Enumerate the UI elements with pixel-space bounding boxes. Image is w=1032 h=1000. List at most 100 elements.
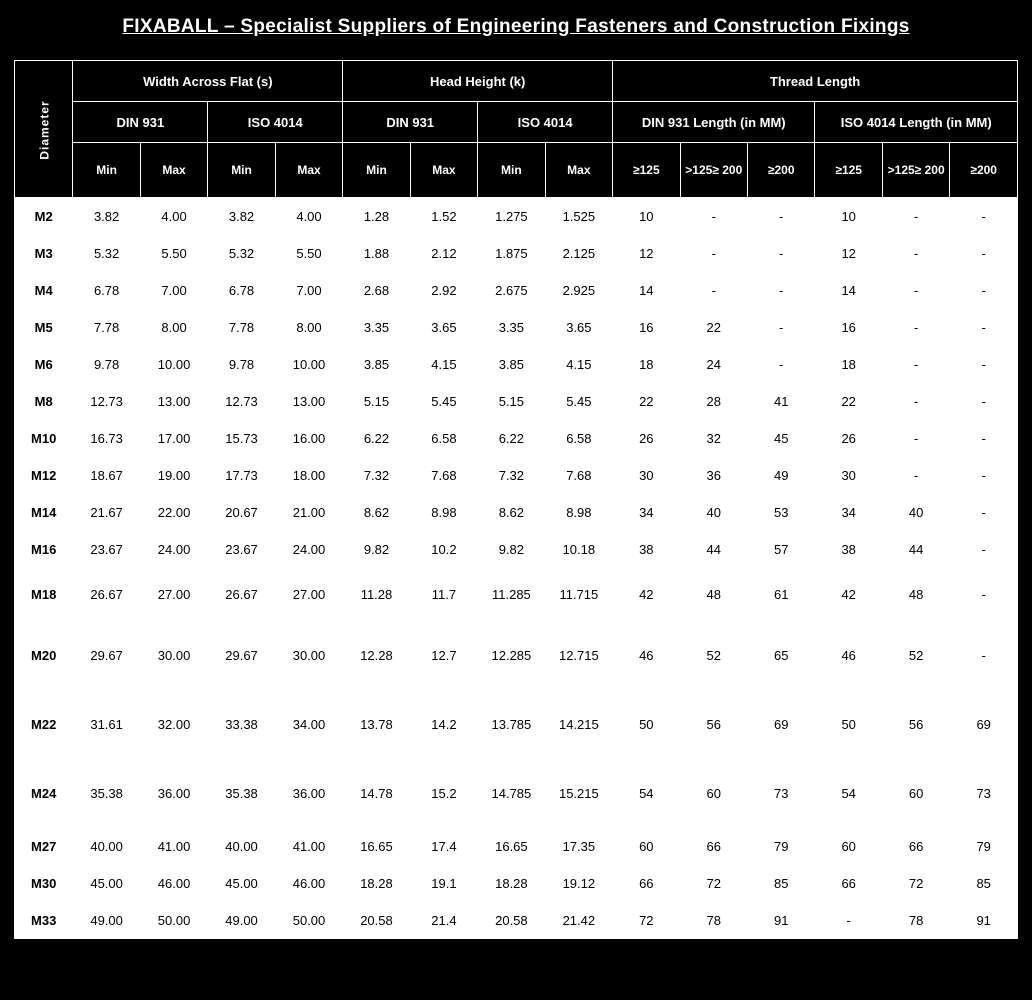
cell-value: 3.65 [410, 309, 477, 346]
hdr-thread-length: Thread Length [613, 61, 1018, 102]
cell-value: 11.7 [410, 568, 477, 621]
table-row: M3045.0046.0045.0046.0018.2819.118.2819.… [15, 865, 1018, 902]
hdr-iso4014-hh: ISO 4014 [478, 102, 613, 143]
cell-value: 10.2 [410, 531, 477, 568]
cell-value: 22 [613, 383, 680, 420]
cell-value: 32.00 [140, 690, 207, 759]
cell-value: 13.785 [478, 690, 545, 759]
cell-value: 38 [613, 531, 680, 568]
cell-value: 34.00 [275, 690, 343, 759]
cell-value: 13.00 [140, 383, 207, 420]
cell-diameter: M18 [15, 568, 73, 621]
cell-value: 18.28 [343, 865, 410, 902]
hdr-din931-hh: DIN 931 [343, 102, 478, 143]
cell-value: 42 [613, 568, 680, 621]
cell-value: 6.58 [410, 420, 477, 457]
cell-value: 21.67 [73, 494, 140, 531]
cell-value: 8.98 [545, 494, 612, 531]
cell-value: 66 [680, 828, 747, 865]
cell-value: 30.00 [275, 621, 343, 690]
cell-value: 4.15 [545, 346, 612, 383]
table-row: M1623.6724.0023.6724.009.8210.29.8210.18… [15, 531, 1018, 568]
cell-value: 2.675 [478, 272, 545, 309]
hdr-min: Min [478, 143, 545, 198]
hdr-din931-len: DIN 931 Length (in MM) [613, 102, 815, 143]
cell-value: 12.7 [410, 621, 477, 690]
hdr-ge200: ≥200 [950, 143, 1018, 198]
table-row: M35.325.505.325.501.882.121.8752.12512--… [15, 235, 1018, 272]
cell-value: 36.00 [140, 759, 207, 828]
cell-value: 10.18 [545, 531, 612, 568]
hdr-max: Max [410, 143, 477, 198]
cell-value: 56 [680, 690, 747, 759]
cell-value: 1.525 [545, 198, 612, 235]
cell-value: 17.4 [410, 828, 477, 865]
hdr-width-across-flat: Width Across Flat (s) [73, 61, 343, 102]
cell-value: 40 [680, 494, 747, 531]
cell-value: 41 [748, 383, 815, 420]
cell-value: 78 [680, 902, 747, 939]
hdr-min: Min [343, 143, 410, 198]
table-row: M57.788.007.788.003.353.653.353.651622-1… [15, 309, 1018, 346]
cell-value: 5.50 [140, 235, 207, 272]
cell-value: 33.38 [208, 690, 275, 759]
cell-value: 16.65 [478, 828, 545, 865]
table-row: M1016.7317.0015.7316.006.226.586.226.582… [15, 420, 1018, 457]
cell-value: 73 [748, 759, 815, 828]
cell-diameter: M24 [15, 759, 73, 828]
cell-value: 16.00 [275, 420, 343, 457]
cell-value: - [748, 198, 815, 235]
cell-value: 49.00 [208, 902, 275, 939]
cell-value: 7.68 [410, 457, 477, 494]
cell-value: 10 [815, 198, 882, 235]
cell-value: 72 [680, 865, 747, 902]
cell-value: 41.00 [275, 828, 343, 865]
cell-value: 32 [680, 420, 747, 457]
cell-value: 24.00 [140, 531, 207, 568]
cell-value: 14 [815, 272, 882, 309]
cell-value: - [950, 346, 1018, 383]
table-row: M2435.3836.0035.3836.0014.7815.214.78515… [15, 759, 1018, 828]
cell-value: 18.00 [275, 457, 343, 494]
cell-value: 56 [882, 690, 949, 759]
cell-value: 91 [950, 902, 1018, 939]
cell-value: 73 [950, 759, 1018, 828]
cell-value: 6.78 [208, 272, 275, 309]
cell-value: 6.78 [73, 272, 140, 309]
cell-value: 22 [680, 309, 747, 346]
cell-value: 24 [680, 346, 747, 383]
cell-value: 19.00 [140, 457, 207, 494]
cell-value: 60 [882, 759, 949, 828]
cell-value: 2.12 [410, 235, 477, 272]
cell-value: 78 [882, 902, 949, 939]
cell-value: 66 [882, 828, 949, 865]
cell-value: 35.38 [208, 759, 275, 828]
table-row: M2740.0041.0040.0041.0016.6517.416.6517.… [15, 828, 1018, 865]
cell-value: - [882, 457, 949, 494]
cell-value: 30.00 [140, 621, 207, 690]
cell-value: 2.125 [545, 235, 612, 272]
cell-value: 12.73 [73, 383, 140, 420]
hdr-gt125le200: >125≥ 200 [680, 143, 747, 198]
cell-value: - [882, 346, 949, 383]
cell-value: 38 [815, 531, 882, 568]
table-body: M23.824.003.824.001.281.521.2751.52510--… [15, 198, 1018, 939]
cell-value: - [815, 902, 882, 939]
cell-value: 36.00 [275, 759, 343, 828]
cell-value: 14.78 [343, 759, 410, 828]
cell-value: 1.88 [343, 235, 410, 272]
cell-value: 8.62 [478, 494, 545, 531]
page-container: FIXABALL – Specialist Suppliers of Engin… [0, 0, 1032, 959]
cell-value: 1.28 [343, 198, 410, 235]
cell-value: 72 [613, 902, 680, 939]
cell-value: 60 [815, 828, 882, 865]
cell-value: 5.45 [545, 383, 612, 420]
cell-value: 3.85 [343, 346, 410, 383]
cell-value: 26.67 [208, 568, 275, 621]
page-title: FIXABALL – Specialist Suppliers of Engin… [14, 16, 1018, 38]
cell-value: 57 [748, 531, 815, 568]
cell-value: 45.00 [208, 865, 275, 902]
cell-value: 28 [680, 383, 747, 420]
hdr-max: Max [545, 143, 612, 198]
cell-value: 30 [613, 457, 680, 494]
